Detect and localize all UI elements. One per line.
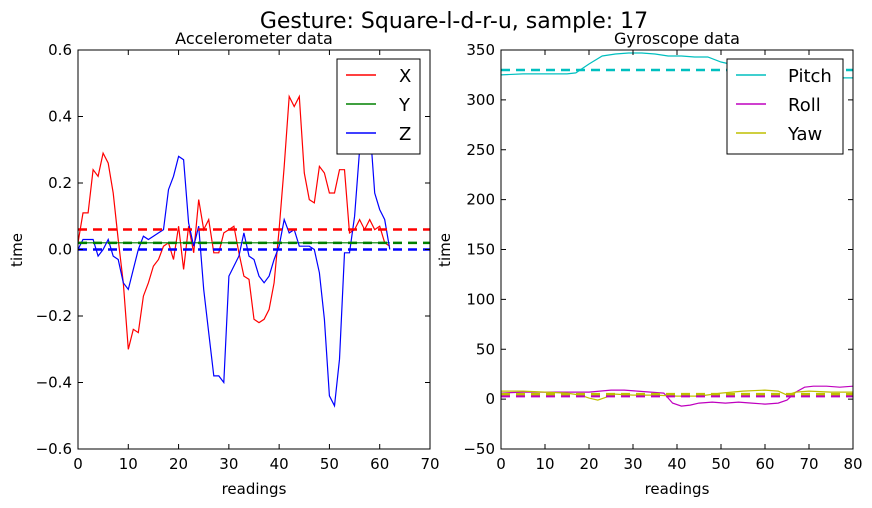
y-tick-label: 200 — [466, 191, 495, 209]
x-tick-label: 30 — [623, 455, 642, 473]
gyroscope-title: Gyroscope data — [614, 29, 740, 48]
legend-label-y: Y — [398, 95, 411, 116]
y-tick-label: 250 — [466, 141, 495, 159]
x-tick-label: 0 — [496, 455, 506, 473]
x-tick-label: 20 — [169, 455, 188, 473]
x-tick-label: 40 — [270, 455, 289, 473]
legend-label-roll: Roll — [788, 95, 821, 116]
figure-suptitle: Gesture: Square-l-d-r-u, sample: 17 — [260, 9, 648, 34]
x-tick-label: 20 — [579, 455, 598, 473]
y-tick-label: 0.6 — [48, 41, 72, 59]
x-tick-label: 70 — [799, 455, 818, 473]
x-tick-label: 60 — [755, 455, 774, 473]
gyroscope-chart: Gyroscope data 0 10 20 30 40 50 60 70 80−5005010… — [436, 29, 863, 498]
legend-label-z: Z — [399, 124, 411, 145]
y-tick-label: 150 — [466, 241, 495, 259]
y-tick-label: −0.2 — [36, 307, 72, 325]
x-tick-label: 70 — [420, 455, 439, 473]
y-tick-label: 50 — [476, 340, 495, 358]
legend-label-yaw: Yaw — [787, 124, 822, 145]
legend-label-pitch: Pitch — [788, 66, 832, 87]
gyroscope-ticks: 0 10 20 30 40 50 60 70 80−5005010015020025030035… — [463, 41, 862, 473]
x-tick-label: 60 — [370, 455, 389, 473]
y-tick-label: 0 — [485, 390, 495, 408]
x-tick-label: 50 — [711, 455, 730, 473]
x-tick-label: 10 — [535, 455, 554, 473]
x-tick-label: 10 — [119, 455, 138, 473]
legend-label-x: X — [399, 66, 411, 87]
y-tick-label: 0.2 — [48, 174, 72, 192]
y-tick-label: 350 — [466, 41, 495, 59]
accelerometer-title: Accelerometer data — [175, 29, 333, 48]
y-tick-label: −0.6 — [36, 440, 72, 458]
y-tick-label: −50 — [463, 440, 495, 458]
y-tick-label: −0.4 — [36, 374, 72, 392]
gyroscope-xlabel: readings — [645, 480, 710, 498]
gyroscope-ylabel: time — [436, 233, 454, 267]
series-line-z — [78, 123, 391, 408]
y-tick-label: 100 — [466, 290, 495, 308]
accelerometer-ylabel: time — [8, 233, 26, 267]
y-tick-label: 0.4 — [48, 108, 72, 126]
y-tick-label: 300 — [466, 91, 495, 109]
gyroscope-legend: Pitch Roll Yaw — [726, 58, 844, 155]
gyroscope-legend-box — [726, 58, 844, 155]
x-tick-label: 30 — [219, 455, 238, 473]
series-line-x — [78, 94, 391, 350]
series-line-roll — [501, 385, 853, 407]
x-tick-label: 40 — [667, 455, 686, 473]
accelerometer-xlabel: readings — [222, 480, 287, 498]
accelerometer-series-layer — [78, 94, 430, 408]
x-tick-label: 80 — [843, 455, 862, 473]
accelerometer-ticks: 0 10 20 30 40 50 60 70 −0.6 −0.4 −0.2 0.0 0.2 0.4 0.6 — [36, 41, 440, 473]
x-tick-label: 0 — [73, 455, 83, 473]
x-tick-label: 50 — [320, 455, 339, 473]
accelerometer-chart: Accelerometer data 0 10 20 30 40 50 60 70 −0.6 −0… — [8, 29, 440, 498]
y-tick-label: 0.0 — [48, 241, 72, 259]
accelerometer-legend: X Y Z — [336, 58, 421, 155]
